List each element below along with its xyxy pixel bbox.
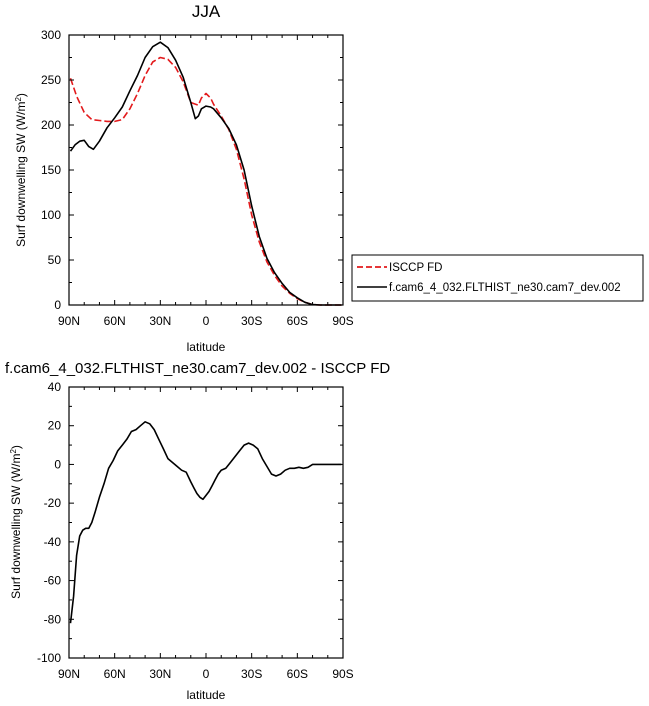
y-tick-label: -100 <box>37 651 61 665</box>
series-line-isccp-fd <box>69 56 342 306</box>
series-line-f-cam6-4-032-flthist-ne30-cam7-dev-002 <box>69 41 342 306</box>
x-tick-label: 30S <box>241 314 262 328</box>
top-y-axis-label: Surf downwelling SW (W/m2) <box>14 93 29 247</box>
bottom-y-axis-label: Surf downwelling SW (W/m2) <box>9 445 24 599</box>
y-tick-label: 40 <box>48 380 62 394</box>
y-tick-label: 50 <box>48 253 62 267</box>
bottom-x-axis-label: latitude <box>187 688 226 702</box>
top-x-axis-label: latitude <box>187 340 226 354</box>
x-tick-label: 90S <box>332 667 353 681</box>
x-tick-label: 90N <box>58 667 80 681</box>
x-tick-label: 30N <box>149 667 171 681</box>
bottom-panel: f.cam6_4_032.FLTHIST_ne30.cam7_dev.002 -… <box>5 360 390 702</box>
y-tick-label: 0 <box>54 298 61 312</box>
x-tick-label: 30N <box>149 314 171 328</box>
y-tick-label: -40 <box>44 535 62 549</box>
y-tick-label: 300 <box>41 28 61 42</box>
legend-box <box>351 254 644 302</box>
y-tick-label: 20 <box>48 419 62 433</box>
legend-label-model: f.cam6_4_032.FLTHIST_ne30.cam7_dev.002 <box>389 282 621 294</box>
top-plot-frame <box>68 34 344 306</box>
y-tick-label: -20 <box>44 496 62 510</box>
x-tick-label: 90N <box>58 314 80 328</box>
x-tick-label: 60N <box>104 667 126 681</box>
y-tick-label: -80 <box>44 612 62 626</box>
bottom-plot-frame <box>68 386 344 659</box>
bottom-chart-title: f.cam6_4_032.FLTHIST_ne30.cam7_dev.002 -… <box>5 360 390 377</box>
x-tick-label: 90S <box>332 314 353 328</box>
x-tick-label: 0 <box>203 667 210 681</box>
y-tick-label: 0 <box>54 457 61 471</box>
x-tick-label: 60N <box>104 314 126 328</box>
y-tick-label: 100 <box>41 208 61 222</box>
y-tick-label: 250 <box>41 73 61 87</box>
legend: ISCCP FD f.cam6_4_032.FLTHIST_ne30.cam7_… <box>351 254 644 302</box>
top-panel: JJA 90N 60N 30N 0 30S 60S 90S 0 50 100 150 200 250 30… <box>14 2 354 354</box>
x-tick-label: 0 <box>203 314 210 328</box>
y-tick-label: -60 <box>44 574 62 588</box>
y-tick-label: 200 <box>41 118 61 132</box>
x-tick-label: 30S <box>241 667 262 681</box>
x-tick-label: 60S <box>287 667 308 681</box>
series-line-difference <box>69 420 342 624</box>
legend-label-isccp: ISCCP FD <box>389 262 442 274</box>
top-chart-title: JJA <box>192 2 221 21</box>
x-tick-label: 60S <box>287 314 308 328</box>
y-tick-label: 150 <box>41 163 61 177</box>
